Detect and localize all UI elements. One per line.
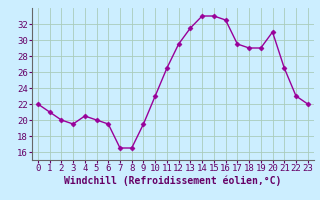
X-axis label: Windchill (Refroidissement éolien,°C): Windchill (Refroidissement éolien,°C) [64,176,282,186]
